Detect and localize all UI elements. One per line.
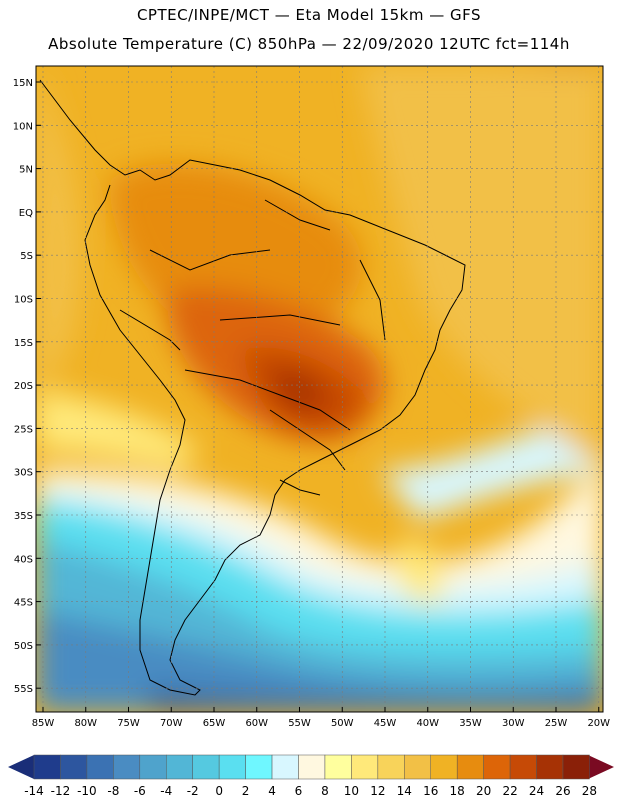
colorbar-label: -10 — [77, 784, 97, 798]
colorbar-swatch — [509, 754, 537, 780]
latitude-axis: 15N 10N 5N EQ 5S 10S 15S 20S 25S 30S 35S 40S 45S 50S 5… — [13, 78, 41, 695]
lat-tick-label: 5N — [19, 165, 33, 176]
colorbar-swatch — [404, 754, 431, 780]
lon-tick-label: 30W — [502, 718, 525, 729]
colorbar-label: 24 — [529, 784, 544, 798]
colorbar-label: -12 — [51, 784, 71, 798]
lon-tick-label: 55W — [288, 718, 311, 729]
lon-tick-label: 85W — [32, 718, 55, 729]
lat-tick-label: 35S — [14, 511, 33, 522]
lat-tick-label: 15S — [14, 338, 33, 349]
colorbar-swatch — [351, 754, 379, 780]
colorbar-label: 28 — [582, 784, 597, 798]
colorbar-label: 22 — [502, 784, 517, 798]
colorbar-swatch — [271, 754, 299, 780]
lat-tick-label: 25S — [14, 424, 33, 435]
lon-tick-label: 35W — [459, 718, 482, 729]
temperature-field — [36, 66, 603, 712]
colorbar-label: 20 — [476, 784, 491, 798]
lon-tick-label: 80W — [74, 718, 97, 729]
colorbar-swatch — [166, 754, 193, 780]
colorbar-swatch — [245, 754, 273, 780]
colorbar-swatch — [139, 754, 167, 780]
colorbar-label: 8 — [321, 784, 329, 798]
lat-tick-label: EQ — [19, 208, 33, 219]
colorbar-label: -2 — [187, 784, 199, 798]
colorbar-label: -14 — [24, 784, 44, 798]
colorbar-label: 14 — [397, 784, 412, 798]
chart-title-line1: CPTEC/INPE/MCT — Eta Model 15km — GFS — [136, 6, 482, 24]
colorbar-swatch — [33, 754, 61, 780]
lat-tick-label: 50S — [14, 641, 33, 652]
map-frame — [35, 65, 604, 713]
colorbar-label: 0 — [215, 784, 223, 798]
colorbar-label: 16 — [423, 784, 438, 798]
colorbar-label: -6 — [134, 784, 146, 798]
colorbar-swatch — [298, 754, 326, 780]
colorbar-label: 6 — [295, 784, 303, 798]
colorbar-swatch — [324, 754, 352, 780]
colorbar-label: 26 — [555, 784, 570, 798]
colorbar-label: -8 — [107, 784, 119, 798]
lon-tick-label: 45W — [374, 718, 397, 729]
colorbar-low-arrow — [8, 755, 34, 779]
colorbar-high-arrow — [588, 755, 614, 779]
chart-title-line2: Absolute Temperature (C) 850hPa — 22/09/… — [48, 35, 570, 53]
colorbar-swatch — [536, 754, 564, 780]
color-scale-bar: -14 -12 -10 -8 -6 -4 -2 0 2 4 6 8 10 12 14 16 18 20 22 24 26… — [8, 754, 614, 798]
colorbar-swatch — [113, 754, 141, 780]
colorbar-label: 12 — [370, 784, 385, 798]
colorbar-label: 10 — [344, 784, 359, 798]
lat-tick-label: 10S — [14, 295, 33, 306]
lon-tick-label: 65W — [203, 718, 226, 729]
lat-tick-label: 30S — [14, 468, 33, 479]
colorbar-label: 4 — [268, 784, 276, 798]
colorbar-swatch — [430, 754, 458, 780]
colorbar-swatch — [60, 754, 88, 780]
lat-tick-label: 40S — [14, 554, 33, 565]
colorbar-label: -4 — [160, 784, 172, 798]
colorbar-swatch — [483, 754, 511, 780]
lat-tick-label: 5S — [20, 251, 33, 262]
lat-tick-label: 45S — [14, 598, 33, 609]
coastlines — [39, 79, 466, 696]
lon-tick-label: 25W — [545, 718, 568, 729]
colorbar-swatch — [218, 754, 246, 780]
lon-tick-label: 60W — [245, 718, 268, 729]
lon-tick-label: 70W — [160, 718, 183, 729]
lon-tick-label: 50W — [331, 718, 354, 729]
lon-tick-label: 75W — [117, 718, 140, 729]
colorbar-swatch — [192, 754, 220, 780]
colorbar-swatch — [562, 754, 590, 780]
lat-tick-label: 10N — [13, 121, 33, 132]
lat-tick-label: 55S — [14, 684, 33, 695]
longitude-axis: 85W 80W 75W 70W 65W 60W 55W 50W 45W 40W 35W 30W 25W 2… — [32, 707, 610, 729]
colorbar-label: 18 — [450, 784, 465, 798]
colorbar-swatch — [456, 754, 484, 780]
colorbar-swatch — [377, 754, 405, 780]
lat-tick-label: 20S — [14, 381, 33, 392]
colorbar-swatch — [86, 754, 114, 780]
lon-tick-label: 20W — [587, 718, 610, 729]
colorbar-label: 2 — [242, 784, 250, 798]
lat-tick-label: 15N — [13, 78, 33, 89]
lon-tick-label: 40W — [416, 718, 439, 729]
